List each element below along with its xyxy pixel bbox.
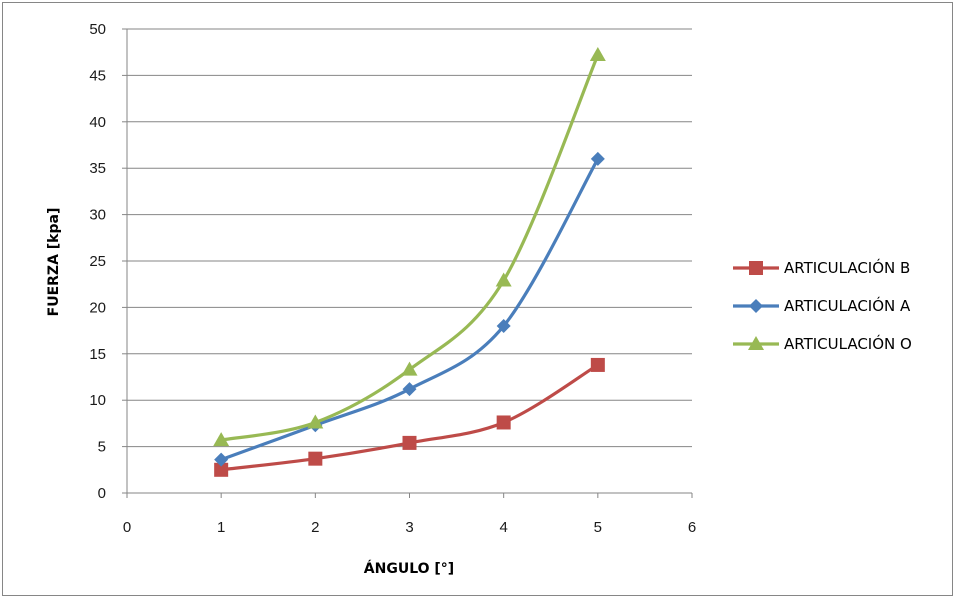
legend-item: ARTICULACIÓN B bbox=[733, 258, 910, 277]
y-axis-title: FUERZA [kpa] bbox=[46, 208, 62, 317]
legend-marker bbox=[748, 336, 764, 350]
data-point bbox=[590, 357, 605, 372]
y-tick-labels: 0 5 10 15 20 25 30 35 40 45 50 bbox=[89, 21, 106, 502]
y-tick-label: 15 bbox=[89, 346, 106, 363]
x-tick-label: 5 bbox=[594, 519, 602, 536]
data-point bbox=[214, 462, 229, 477]
legend-item: ARTICULACIÓN A bbox=[733, 296, 911, 315]
data-point bbox=[401, 361, 418, 376]
y-tick-label: 10 bbox=[89, 392, 106, 409]
data-point bbox=[307, 414, 324, 429]
x-tick-label: 0 bbox=[123, 519, 131, 536]
series-articulaci-n-b bbox=[214, 357, 605, 477]
data-point bbox=[308, 451, 323, 466]
series-line bbox=[220, 363, 599, 472]
x-tick-label: 4 bbox=[499, 519, 507, 536]
data-point bbox=[496, 415, 511, 430]
data-point bbox=[590, 151, 605, 166]
x-tick-label: 6 bbox=[688, 519, 696, 536]
data-point bbox=[589, 46, 606, 61]
y-tick-label: 45 bbox=[89, 67, 106, 84]
x-axis-title: ÁNGULO [°] bbox=[364, 560, 454, 577]
data-point bbox=[402, 382, 417, 397]
y-tick-label: 30 bbox=[89, 207, 106, 224]
y-tick-label: 35 bbox=[89, 160, 106, 177]
legend-item: ARTICULACIÓN O bbox=[733, 334, 912, 353]
data-point bbox=[214, 452, 229, 467]
data-point bbox=[402, 435, 417, 450]
data-point bbox=[496, 318, 511, 333]
x-tick-labels: 0 1 2 3 4 5 6 bbox=[123, 519, 696, 536]
y-tick-label: 0 bbox=[98, 485, 106, 502]
data-point bbox=[495, 272, 512, 287]
y-tick-label: 5 bbox=[98, 439, 106, 456]
series-articulaci-n-a bbox=[214, 151, 605, 467]
legend-label: ARTICULACIÓN O bbox=[784, 334, 912, 353]
y-tick-label: 50 bbox=[89, 21, 106, 38]
x-tick-label: 2 bbox=[311, 519, 319, 536]
y-tick-label: 25 bbox=[89, 253, 106, 270]
series-articulaci-n-o bbox=[213, 46, 606, 447]
axes bbox=[122, 28, 693, 498]
y-tick-label: 40 bbox=[89, 114, 106, 131]
data-point bbox=[213, 432, 230, 447]
legend-marker bbox=[749, 261, 763, 275]
legend-label: ARTICULACIÓN B bbox=[784, 258, 910, 277]
legend: ARTICULACIÓN B ARTICULACIÓN A ARTICULACIÓN… bbox=[733, 258, 912, 353]
legend-label: ARTICULACIÓN A bbox=[784, 296, 911, 315]
x-tick-label: 1 bbox=[217, 519, 225, 536]
gridlines bbox=[127, 28, 692, 448]
series-line bbox=[220, 54, 600, 442]
y-tick-label: 20 bbox=[89, 299, 106, 316]
legend-marker bbox=[749, 299, 763, 313]
series-layer bbox=[213, 46, 606, 477]
x-tick-label: 3 bbox=[405, 519, 413, 536]
